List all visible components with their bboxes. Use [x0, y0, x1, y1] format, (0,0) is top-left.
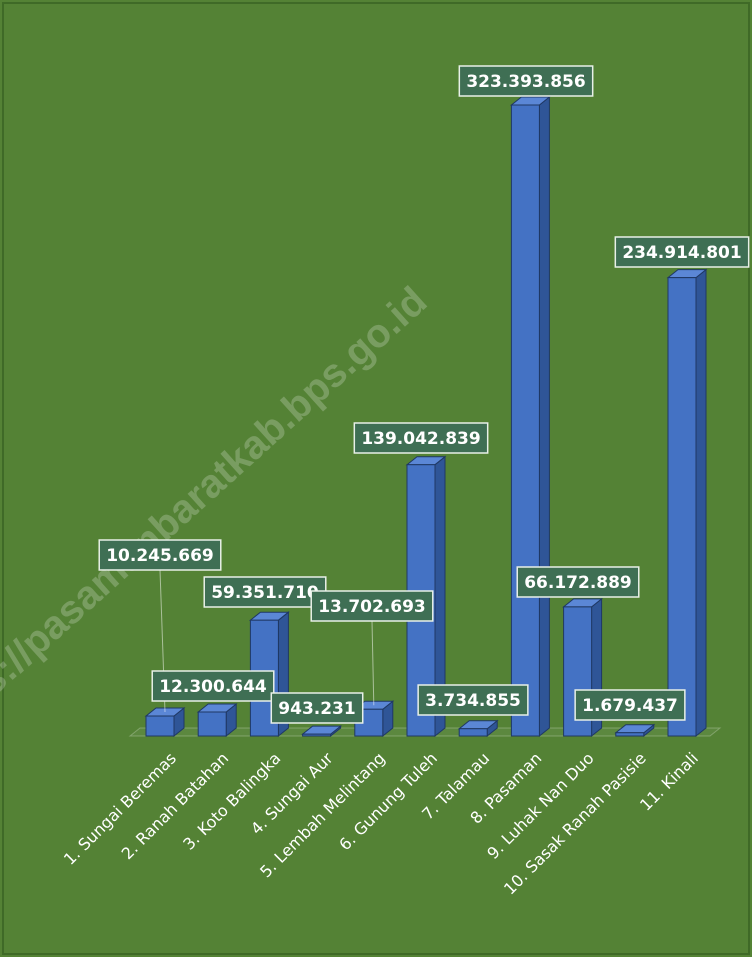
- value-label-box: [353, 422, 489, 454]
- value-label-box: [516, 566, 640, 598]
- value-label: 323.393.856: [466, 72, 585, 92]
- bar: [458, 728, 488, 737]
- value-label: 59.351.710: [211, 583, 319, 603]
- value-label-box: [203, 576, 327, 608]
- value-label: 12.300.644: [159, 677, 267, 697]
- value-label-box: [574, 689, 686, 721]
- value-label-box: [98, 539, 222, 571]
- bar: [197, 711, 227, 737]
- value-label-box: [270, 692, 364, 724]
- bar-side: [695, 268, 707, 738]
- value-label: 234.914.801: [622, 243, 741, 263]
- value-label: 139.042.839: [361, 429, 480, 449]
- bar: [667, 277, 697, 737]
- value-label-box: [614, 236, 750, 268]
- value-label: 3.734.855: [425, 691, 521, 711]
- value-label: 13.702.693: [318, 597, 426, 617]
- bar-side: [538, 95, 550, 738]
- bar: [510, 104, 540, 737]
- leader-line: [371, 620, 375, 706]
- value-label: 1.679.437: [582, 696, 678, 716]
- value-label: 66.172.889: [524, 573, 632, 593]
- value-label: 943.231: [278, 699, 355, 719]
- value-label-box: [151, 670, 275, 702]
- bar: [145, 715, 175, 737]
- value-label: 10.245.669: [106, 546, 214, 566]
- value-label-box: [458, 65, 594, 97]
- bar: [302, 733, 332, 737]
- value-label-box: [310, 590, 434, 622]
- bar: [615, 732, 645, 737]
- value-label-box: [417, 684, 529, 716]
